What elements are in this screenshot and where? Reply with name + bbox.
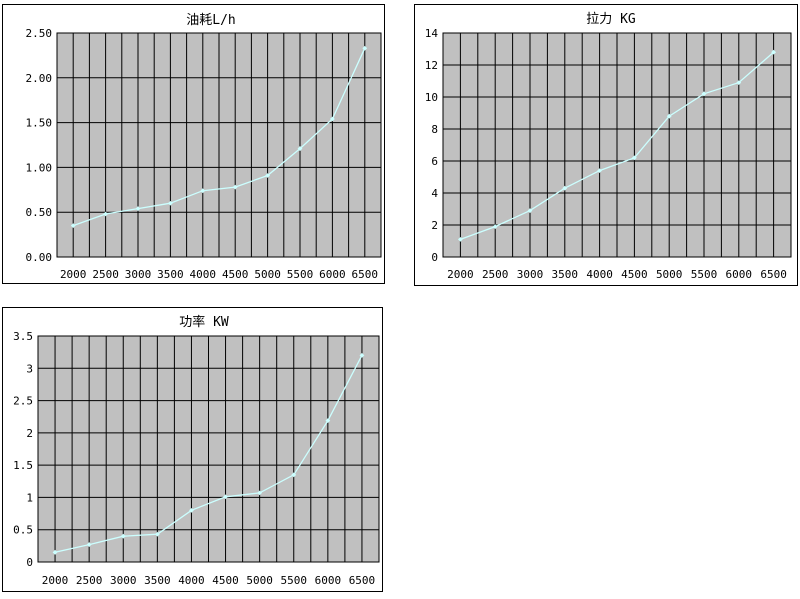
fuel-data-point [103,211,108,217]
power-data-point [257,490,263,496]
power-x-tick-label: 4000 [178,574,205,587]
pull-data-point [736,80,742,85]
pull-y-tick-label: 12 [425,59,438,72]
pull-x-tick-label: 4000 [586,268,613,281]
power-x-tick-label: 4500 [212,574,239,587]
fuel-x-tick-label: 6000 [319,268,346,281]
fuel-y-tick-label: 0.50 [26,206,53,219]
fuel-x-tick-label: 4000 [190,268,217,281]
pull-x-tick-label: 3000 [517,268,544,281]
fuel-data-point [70,223,76,229]
pull-force-svg: 拉力 KG 0 2 4 6 8 10 12 14 2000 2500 3000 3500 4000 4500… [425,12,792,281]
fuel-x-tick-label: 3000 [125,268,152,281]
power-y-tick-label: 2.5 [13,395,33,408]
power-data-point [52,549,58,555]
pull-data-point [527,208,533,213]
fuel-y-tick-label: 2.00 [26,72,53,85]
fuel-y-tick-label: 0.00 [26,251,53,264]
power-x-tick-label: 5000 [246,574,273,587]
fuel-data-point [200,188,206,194]
fuel-y-tick-label: 1.00 [26,161,53,174]
fuel-data-point [330,116,335,122]
power-y-tick-label: 2 [26,427,33,440]
fuel-consumption-chart: 油耗L/h 0.00 0.50 1.00 1.50 2.00 2.50 2000 2500 300… [2,4,385,284]
power-y-tick-label: 1 [26,491,33,504]
pull-data-point [492,224,498,229]
fuel-x-tick-label: 5500 [287,268,314,281]
power-data-point [154,531,160,537]
power-y-tick-label: 3.5 [13,330,33,343]
pull-y-tick-label: 4 [431,187,438,200]
fuel-consumption-svg: 油耗L/h 0.00 0.50 1.00 1.50 2.00 2.50 2000 2500 300… [26,13,382,281]
power-y-tick-label: 3 [26,362,33,375]
pull-x-tick-label: 5500 [691,268,718,281]
fuel-x-tick-label: 6500 [352,268,379,281]
power-data-point [223,494,228,500]
power-y-tick-label: 0 [26,556,33,569]
power-x-tick-label: 6500 [349,574,376,587]
pull-x-tick-label: 6500 [760,268,787,281]
power-x-tick-label: 5500 [281,574,308,587]
fuel-data-point [265,173,270,178]
fuel-data-point [297,146,303,151]
pull-x-tick-label: 2500 [482,268,509,281]
fuel-x-tick-label: 3500 [157,268,184,281]
pull-data-point [771,49,776,55]
pull-data-point [701,91,707,97]
pull-y-tick-label: 0 [431,251,438,264]
pull-data-point [632,155,637,161]
pull-x-tick-label: 3500 [552,268,579,281]
pull-x-tick-label: 5000 [656,268,683,281]
fuel-data-point [232,184,238,190]
fuel-data-point [135,206,141,212]
pull-x-tick-label: 2000 [447,268,474,281]
pull-y-tick-label: 2 [431,219,438,232]
power-chart-title: 功率 KW [179,314,229,330]
power-x-tick-label: 3500 [144,574,171,587]
fuel-x-tick-label: 2000 [60,268,87,281]
power-chart: 功率 KW 0 0.5 1 1.5 2 2.5 3 3.5 2000 2500 3000 3500 400… [2,307,383,592]
pull-series-line [460,51,775,241]
power-x-tick-label: 3000 [110,574,137,587]
pull-chart-title: 拉力 KG [586,12,636,27]
fuel-data-point [168,200,173,206]
fuel-x-tick-label: 4500 [222,268,249,281]
fuel-y-tick-label: 2.50 [26,27,53,40]
pull-y-tick-label: 10 [425,91,438,104]
power-x-tick-label: 6000 [315,574,342,587]
power-y-tick-label: 1.5 [13,459,33,472]
pull-data-point [562,185,568,191]
power-data-point [359,352,365,358]
pull-force-chart: 拉力 KG 0 2 4 6 8 10 12 14 2000 2500 3000 3500 4000 4500… [414,4,798,286]
fuel-data-point [362,45,368,51]
fuel-x-tick-label: 5000 [254,268,281,281]
pull-data-point [597,168,602,173]
pull-y-tick-label: 8 [431,123,438,136]
power-data-point [189,507,194,513]
power-data-point [325,418,331,423]
pull-x-tick-label: 4500 [621,268,648,281]
fuel-series-line [72,47,366,227]
power-data-point [291,472,297,478]
pull-data-point [666,113,672,119]
power-data-point [86,542,92,547]
pull-data-point [458,237,463,242]
pull-y-tick-label: 6 [431,155,438,168]
power-data-point [120,533,126,539]
power-x-tick-label: 2000 [42,574,69,587]
power-x-tick-label: 2500 [76,574,103,587]
pull-x-tick-label: 6000 [726,268,753,281]
power-y-tick-label: 0.5 [13,524,33,537]
fuel-chart-title: 油耗L/h [186,13,235,28]
power-series-line [54,355,363,553]
power-svg: 功率 KW 0 0.5 1 1.5 2 2.5 3 3.5 2000 2500 3000 3500 400… [13,314,380,587]
fuel-y-tick-label: 1.50 [26,117,53,130]
pull-y-tick-label: 14 [425,27,439,40]
fuel-x-tick-label: 2500 [92,268,119,281]
